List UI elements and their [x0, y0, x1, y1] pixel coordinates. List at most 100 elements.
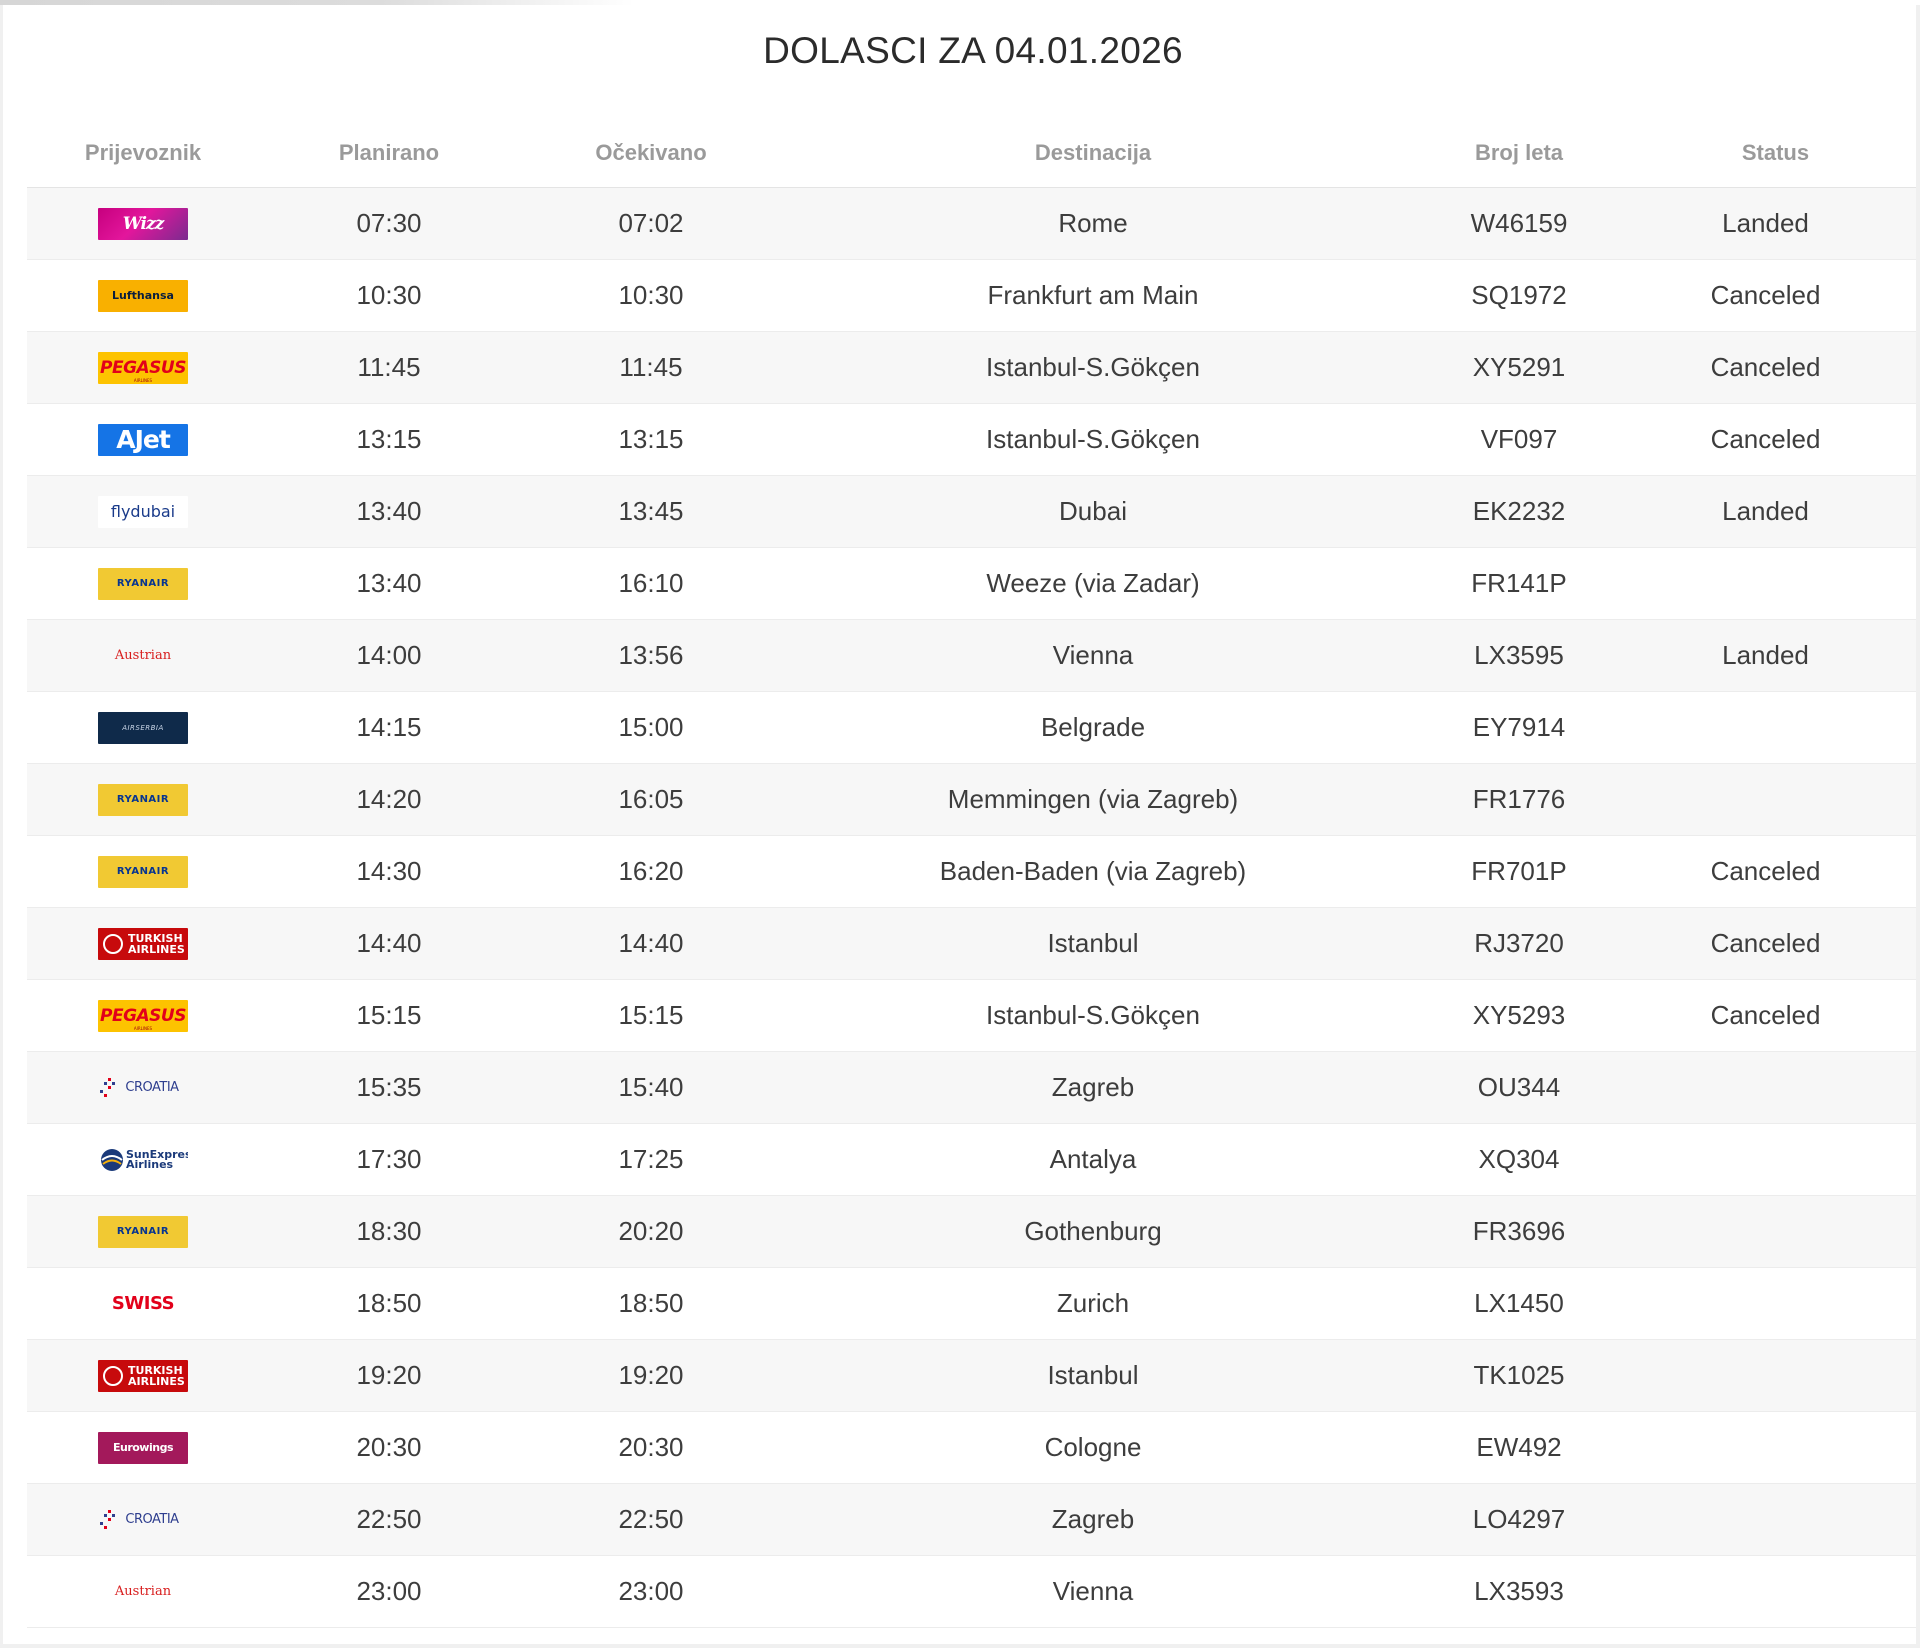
flight-status: [1635, 1483, 1916, 1556]
table-row: Austrian 23:00 23:00 Vienna LX3593: [27, 1555, 1916, 1628]
logo-text: RYANAIR: [116, 866, 170, 878]
carrier-cell: SWISS: [27, 1267, 259, 1340]
logo-text: AIRSERBIA: [122, 724, 164, 733]
carrier-cell: Austrian: [27, 1555, 259, 1628]
wizz-logo-icon: Wizz: [98, 207, 188, 240]
table-row: CROATIA 22:50 22:50 Zagreb LO4297: [27, 1483, 1916, 1556]
croatia-logo-icon: CROATIA: [98, 1072, 188, 1104]
destination: Istanbul: [783, 907, 1403, 980]
scheduled-time: 13:40: [259, 547, 519, 620]
flight-number: LX3593: [1403, 1555, 1635, 1628]
flight-status: Canceled: [1635, 835, 1916, 908]
flight-number: FR3696: [1403, 1195, 1635, 1268]
table-row: RYANAIR 14:30 16:20 Baden-Baden (via Zagreb…: [27, 835, 1916, 908]
scheduled-time: 14:30: [259, 835, 519, 908]
expected-time: 15:15: [519, 979, 783, 1052]
expected-time: 16:10: [519, 547, 783, 620]
crescent-icon: [103, 1365, 123, 1386]
carrier-cell: PEGASUS AIRLINES: [27, 979, 259, 1052]
flight-number: OU344: [1403, 1051, 1635, 1124]
header-destination: Destinacija: [783, 119, 1403, 188]
scheduled-time: 19:20: [259, 1339, 519, 1412]
scheduled-time: 14:15: [259, 691, 519, 764]
expected-time: 16:05: [519, 763, 783, 836]
flight-status: Landed: [1635, 475, 1916, 548]
table-row: TURKISH AIRLINES 14:40 14:40 Istanbul RJ3720…: [27, 907, 1916, 980]
carrier-cell: SunExpress Airlines: [27, 1123, 259, 1196]
checkerboard-icon: [100, 1077, 115, 1097]
destination: Antalya: [783, 1123, 1403, 1196]
destination: Vienna: [783, 1555, 1403, 1628]
flight-status: Canceled: [1635, 907, 1916, 980]
scheduled-time: 22:50: [259, 1483, 519, 1556]
expected-time: 14:40: [519, 907, 783, 980]
expected-time: 19:20: [519, 1339, 783, 1412]
page-load-progress-bar: [0, 0, 1920, 5]
expected-time: 15:40: [519, 1051, 783, 1124]
scheduled-time: 18:50: [259, 1267, 519, 1340]
destination: Cologne: [783, 1411, 1403, 1484]
flight-number: EY7914: [1403, 691, 1635, 764]
table-row: TURKISH AIRLINES 19:20 19:20 Istanbul TK1025: [27, 1339, 1916, 1412]
sun-globe-icon: [101, 1148, 123, 1171]
carrier-cell: RYANAIR: [27, 835, 259, 908]
table-row: Lufthansa 10:30 10:30 Frankfurt am Main SQ19…: [27, 259, 1916, 332]
logo-subtext: AIRLINES: [133, 377, 153, 383]
logo-text: TURKISH AIRLINES: [128, 1364, 185, 1389]
flight-number: SQ1972: [1403, 259, 1635, 332]
flight-number: LX1450: [1403, 1267, 1635, 1340]
logo-text: SWISS: [111, 1293, 175, 1315]
ryanair-logo-icon: RYANAIR: [98, 567, 188, 600]
page-title: DOLASCI ZA 04.01.2026: [763, 30, 1183, 71]
expected-time: 13:45: [519, 475, 783, 548]
header-flight-number: Broj leta: [1403, 119, 1635, 188]
flight-number: EK2232: [1403, 475, 1635, 548]
flight-status: [1635, 1051, 1916, 1124]
destination: Zagreb: [783, 1483, 1403, 1556]
flight-status: Landed: [1635, 619, 1916, 692]
expected-time: 22:50: [519, 1483, 783, 1556]
turkish-logo-icon: TURKISH AIRLINES: [98, 1359, 188, 1392]
flight-status: Canceled: [1635, 403, 1916, 476]
scheduled-time: 10:30: [259, 259, 519, 332]
flight-status: [1635, 1195, 1916, 1268]
expected-time: 15:00: [519, 691, 783, 764]
carrier-cell: Eurowings: [27, 1411, 259, 1484]
logo-text: PEGASUS: [100, 1006, 186, 1027]
header-carrier: Prijevoznik: [27, 119, 259, 188]
destination: Baden-Baden (via Zagreb): [783, 835, 1403, 908]
carrier-cell: AJet: [27, 403, 259, 476]
table-row: AIRSERBIA 14:15 15:00 Belgrade EY7914: [27, 691, 1916, 764]
flight-number: XY5291: [1403, 331, 1635, 404]
flight-status: Canceled: [1635, 259, 1916, 332]
austrian-logo-icon: Austrian: [98, 1576, 188, 1608]
flight-status: [1635, 1123, 1916, 1196]
airserbia-logo-icon: AIRSERBIA: [98, 711, 188, 744]
carrier-cell: Wizz: [27, 187, 259, 260]
carrier-cell: flydubai: [27, 475, 259, 548]
flight-status: Landed: [1635, 187, 1916, 260]
destination: Weeze (via Zadar): [783, 547, 1403, 620]
expected-time: 23:00: [519, 1555, 783, 1628]
flight-number: XY5293: [1403, 979, 1635, 1052]
logo-text: Wizz: [122, 214, 165, 235]
carrier-cell: RYANAIR: [27, 547, 259, 620]
logo-text: RYANAIR: [116, 578, 170, 590]
scheduled-time: 11:45: [259, 331, 519, 404]
destination: Gothenburg: [783, 1195, 1403, 1268]
scheduled-time: 18:30: [259, 1195, 519, 1268]
flight-number: RJ3720: [1403, 907, 1635, 980]
destination: Istanbul-S.Gökçen: [783, 979, 1403, 1052]
header-expected: Očekivano: [519, 119, 783, 188]
expected-time: 13:56: [519, 619, 783, 692]
ryanair-logo-icon: RYANAIR: [98, 783, 188, 816]
expected-time: 18:50: [519, 1267, 783, 1340]
crescent-icon: [103, 933, 123, 954]
destination: Zagreb: [783, 1051, 1403, 1124]
destination: Istanbul-S.Gökçen: [783, 331, 1403, 404]
flight-number: EW492: [1403, 1411, 1635, 1484]
table-row: Wizz 07:30 07:02 Rome W46159 Landed: [27, 187, 1916, 260]
carrier-cell: RYANAIR: [27, 763, 259, 836]
flight-number: FR701P: [1403, 835, 1635, 908]
destination: Istanbul-S.Gökçen: [783, 403, 1403, 476]
